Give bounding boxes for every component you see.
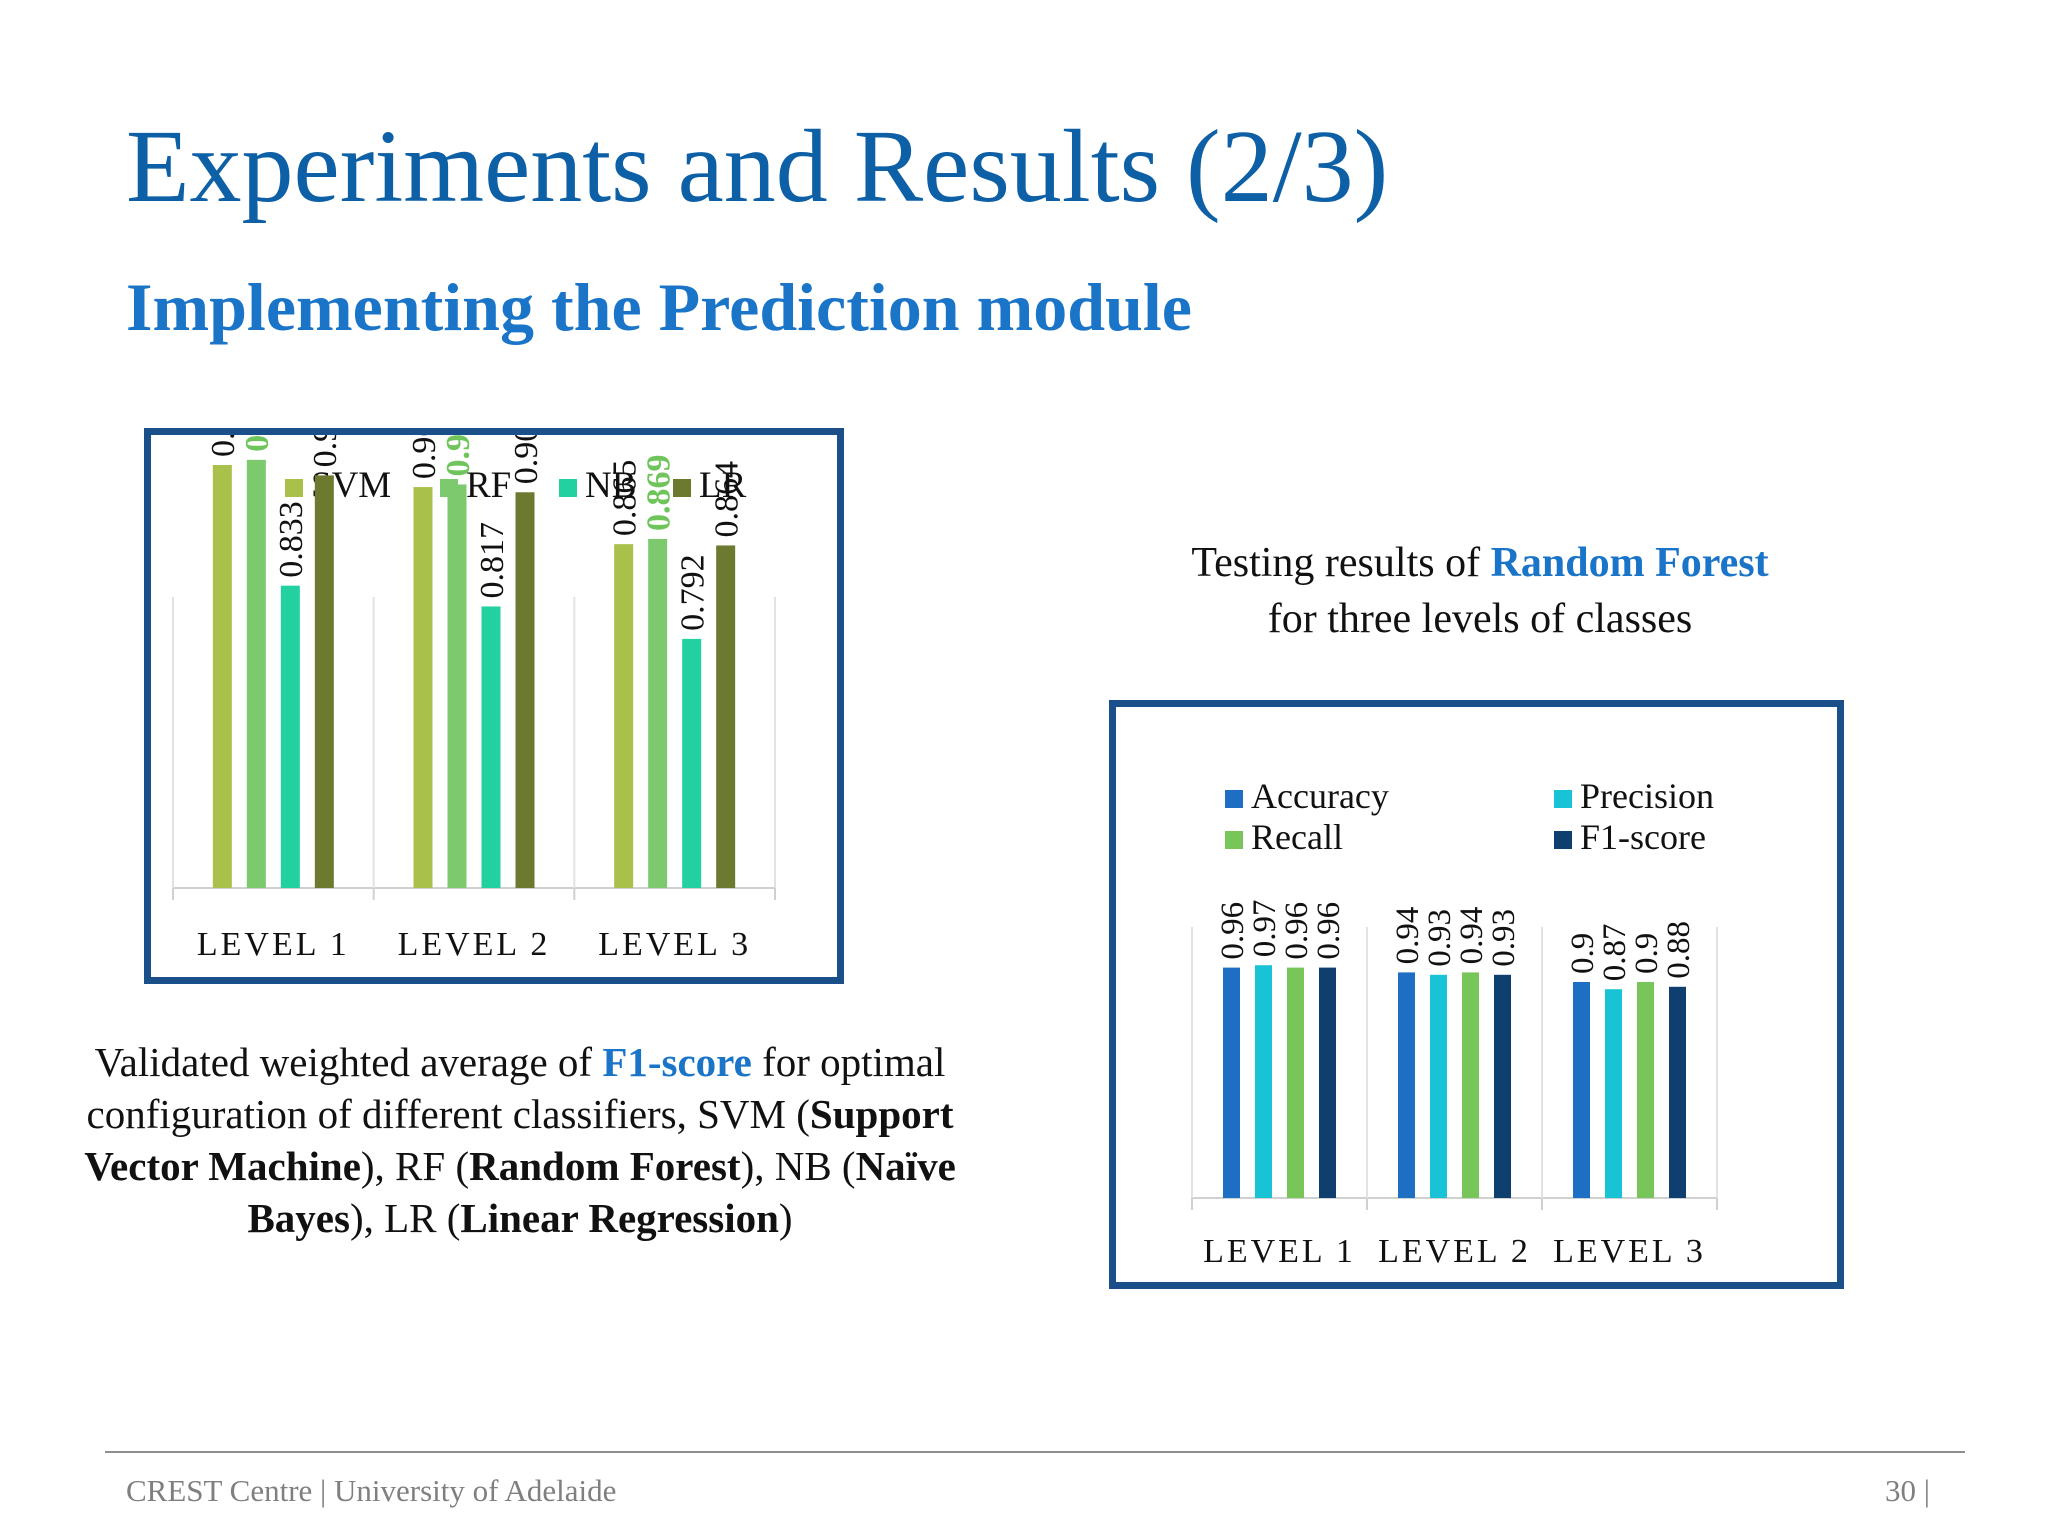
data-label-f1-score-level-2: 0.93 — [1486, 909, 1522, 967]
legend-swatch-svm — [285, 479, 303, 497]
caption-left-f1: F1-score — [602, 1039, 752, 1085]
caption-left-text-1: Validated weighted average of — [94, 1039, 603, 1085]
bar-lr-level-2 — [515, 492, 535, 888]
bar-accuracy-level-3 — [1573, 982, 1590, 1198]
bar-rf-level-3 — [648, 538, 668, 888]
data-label-recall-level-3: 0.9 — [1629, 933, 1665, 974]
caption-left-text-5: ), LR ( — [349, 1195, 461, 1241]
bar-lr-level-3 — [716, 545, 736, 888]
bar-lr-level-1 — [314, 475, 334, 888]
data-label-lr-level-3: 0.864 — [709, 461, 746, 538]
bar-f1-score-level-3 — [1669, 986, 1686, 1198]
category-label-level-3: LEVEL 3 — [1553, 1233, 1706, 1270]
data-label-lr-level-1: 0.918 — [307, 435, 344, 467]
bar-svm-level-3 — [614, 544, 634, 888]
legend-label-nb: NB — [585, 465, 636, 506]
data-label-f1-score-level-1: 0.96 — [1311, 902, 1347, 960]
left-chart-caption: Validated weighted average of F1-score f… — [40, 1036, 1000, 1244]
data-label-recall-level-1: 0.96 — [1279, 902, 1315, 960]
caption-left-text-4: ), NB ( — [740, 1143, 856, 1189]
data-label-nb-level-3: 0.792 — [675, 554, 712, 631]
data-label-precision-level-1: 0.97 — [1247, 899, 1283, 957]
bar-svm-level-1 — [212, 465, 232, 888]
caption-left-text-6: ) — [778, 1195, 793, 1241]
category-label-level-1: LEVEL 1 — [1203, 1233, 1356, 1270]
data-label-svm-level-3: 0.865 — [607, 460, 644, 536]
bar-recall-level-3 — [1637, 982, 1654, 1198]
category-label-level-1: LEVEL 1 — [197, 926, 350, 963]
bar-nb-level-3 — [682, 638, 702, 888]
category-label-level-2: LEVEL 2 — [398, 926, 551, 963]
bar-nb-level-2 — [481, 606, 501, 888]
right-chart-caption: Testing results of Random Forest for thr… — [1080, 535, 1880, 647]
data-label-accuracy-level-2: 0.94 — [1390, 907, 1426, 965]
data-label-rf-level-3: 0.869 — [641, 454, 678, 531]
bar-accuracy-level-1 — [1223, 967, 1240, 1198]
data-label-rf-level-1: 0.93 — [239, 435, 276, 452]
footer-organization: CREST Centre | University of Adelaide — [126, 1473, 617, 1508]
bar-recall-level-2 — [1462, 972, 1479, 1198]
legend-label-lr: LR — [699, 465, 747, 506]
bar-f1-score-level-1 — [1319, 967, 1336, 1198]
legend-swatch-f1-score — [1554, 831, 1572, 849]
data-label-nb-level-1: 0.833 — [273, 501, 310, 578]
data-label-lr-level-2: 0.905 — [508, 435, 545, 484]
caption-left-rf-full: Random Forest — [469, 1143, 741, 1189]
category-label-level-3: LEVEL 3 — [598, 926, 751, 963]
bar-recall-level-1 — [1287, 967, 1304, 1198]
legend-label-accuracy: Accuracy — [1251, 776, 1389, 816]
legend-swatch-recall — [1225, 831, 1243, 849]
legend-label-rf: RF — [466, 465, 511, 506]
bar-rf-level-2 — [447, 484, 467, 888]
slide-title: Experiments and Results (2/3) — [126, 109, 1389, 224]
caption-right-text-2: for three levels of classes — [1267, 596, 1693, 642]
data-label-accuracy-level-3: 0.9 — [1565, 933, 1601, 974]
legend-swatch-precision — [1554, 790, 1572, 808]
bar-svm-level-2 — [413, 487, 433, 888]
caption-left-svm-full: Support Vector Machine — [84, 1091, 954, 1189]
category-label-level-2: LEVEL 2 — [1378, 1233, 1531, 1270]
bar-precision-level-3 — [1605, 989, 1622, 1198]
caption-left-lr-full: Linear Regression — [460, 1195, 779, 1241]
footer-divider — [105, 1451, 1965, 1453]
data-label-f1-score-level-3: 0.88 — [1661, 921, 1697, 979]
rf-metrics-chart-panel: Accuracy Precision Recall F1-score 0.96 0.97 0… — [1109, 700, 1844, 1289]
data-label-recall-level-2: 0.94 — [1454, 907, 1490, 965]
caption-left-text-2: for optimal configuration of different c… — [86, 1039, 946, 1137]
data-label-nb-level-2: 0.817 — [474, 522, 511, 599]
bar-precision-level-2 — [1430, 974, 1447, 1198]
legend-swatch-lr — [673, 479, 691, 497]
legend-swatch-nb — [559, 479, 577, 497]
caption-left-nb-full: Naïve Bayes — [247, 1143, 956, 1241]
caption-right-text-1: Testing results of — [1191, 540, 1491, 586]
data-label-precision-level-2: 0.93 — [1422, 909, 1458, 967]
caption-right-rf: Random Forest — [1490, 540, 1769, 586]
bar-precision-level-1 — [1255, 965, 1272, 1198]
legend-label-f1-score: F1-score — [1580, 817, 1706, 857]
data-label-accuracy-level-1: 0.96 — [1215, 902, 1251, 960]
caption-left-text-3: ), RF ( — [360, 1143, 470, 1189]
bar-f1-score-level-2 — [1494, 974, 1511, 1198]
data-label-rf-level-2: 0.911 — [440, 435, 477, 476]
bar-accuracy-level-2 — [1398, 972, 1415, 1198]
legend-label-precision: Precision — [1580, 776, 1714, 816]
bar-rf-level-1 — [246, 459, 266, 888]
legend-label-recall: Recall — [1251, 817, 1343, 857]
data-label-svm-level-2: 0.909 — [406, 435, 443, 479]
data-label-svm-level-1: 0.926 — [205, 435, 242, 457]
data-label-precision-level-3: 0.87 — [1597, 923, 1633, 981]
legend-swatch-accuracy — [1225, 790, 1243, 808]
page-number: 30 | — [1885, 1473, 1930, 1508]
bar-nb-level-1 — [280, 585, 300, 888]
slide-subtitle: Implementing the Prediction module — [126, 269, 1192, 345]
